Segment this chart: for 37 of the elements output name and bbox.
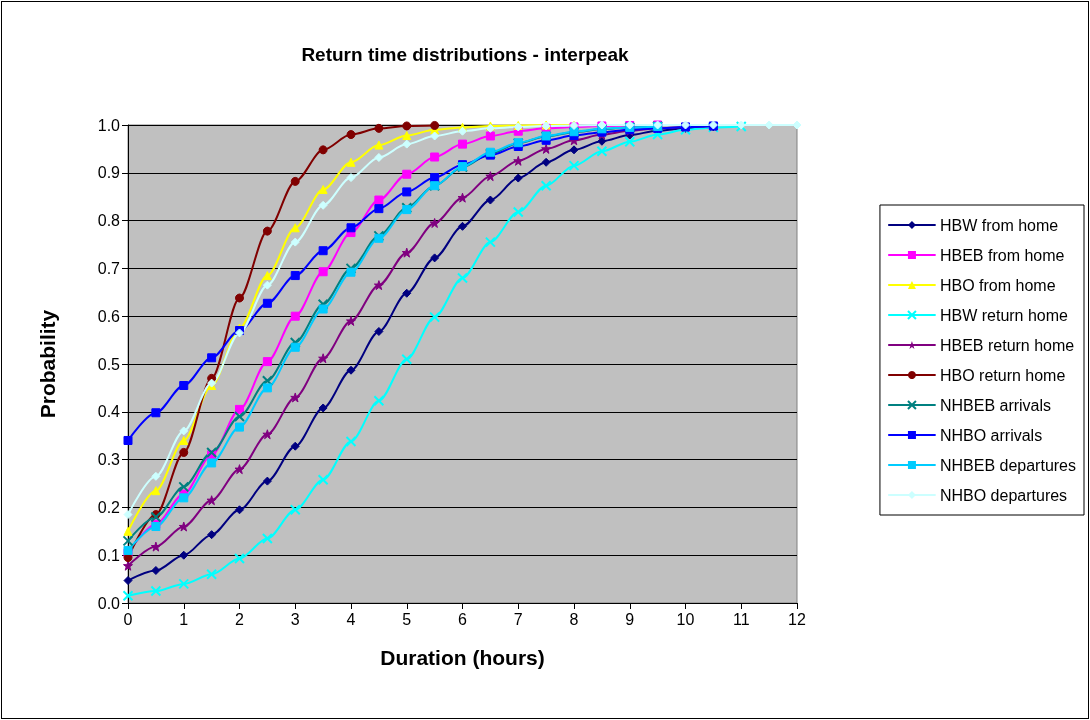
y-tick-label: 0.0 xyxy=(97,594,121,612)
x-tick-label: 10 xyxy=(676,610,695,628)
legend-label: NHBEB arrivals xyxy=(939,396,1052,414)
legend-label: HBO from home xyxy=(939,276,1056,294)
legend-label: HBW return home xyxy=(939,306,1069,324)
x-tick-label: 0 xyxy=(123,610,133,628)
legend-label: NHBO arrivals xyxy=(939,426,1043,444)
chart-title: Return time distributions - interpeak xyxy=(301,44,630,65)
y-axis-title: Probability xyxy=(36,309,59,419)
y-tick-label: 0.3 xyxy=(97,451,121,469)
legend-label: HBEB from home xyxy=(939,246,1065,264)
x-tick-label: 1 xyxy=(179,610,189,628)
y-tick-label: 0.7 xyxy=(97,259,121,277)
y-tick-label: 0.9 xyxy=(97,164,121,182)
legend-label: NHBO departures xyxy=(939,486,1068,504)
legend-label: HBW from home xyxy=(939,216,1059,234)
y-tick-label: 0.6 xyxy=(97,307,121,325)
x-axis-title: Duration (hours) xyxy=(380,646,545,669)
x-tick-label: 7 xyxy=(513,610,523,628)
x-tick-label: 5 xyxy=(402,610,412,628)
x-tick-label: 6 xyxy=(458,610,468,628)
y-tick-label: 0.4 xyxy=(97,403,121,421)
y-tick-label: 0.1 xyxy=(97,546,121,564)
y-tick-label: 0.5 xyxy=(97,355,121,373)
x-tick-label: 2 xyxy=(235,610,245,628)
x-tick-label: 3 xyxy=(290,610,300,628)
y-tick-label: 0.8 xyxy=(97,212,121,230)
x-tick-label: 9 xyxy=(625,610,635,628)
y-tick-label: 1.0 xyxy=(97,116,121,134)
legend-label: HBEB return home xyxy=(939,336,1075,354)
x-tick-label: 8 xyxy=(569,610,579,628)
y-tick-label: 0.2 xyxy=(97,498,121,516)
legend-label: NHBEB departures xyxy=(939,456,1076,474)
x-tick-label: 11 xyxy=(732,610,750,628)
x-tick-label: 12 xyxy=(788,610,806,628)
x-tick-label: 4 xyxy=(346,610,356,628)
legend-label: HBO return home xyxy=(939,366,1066,384)
